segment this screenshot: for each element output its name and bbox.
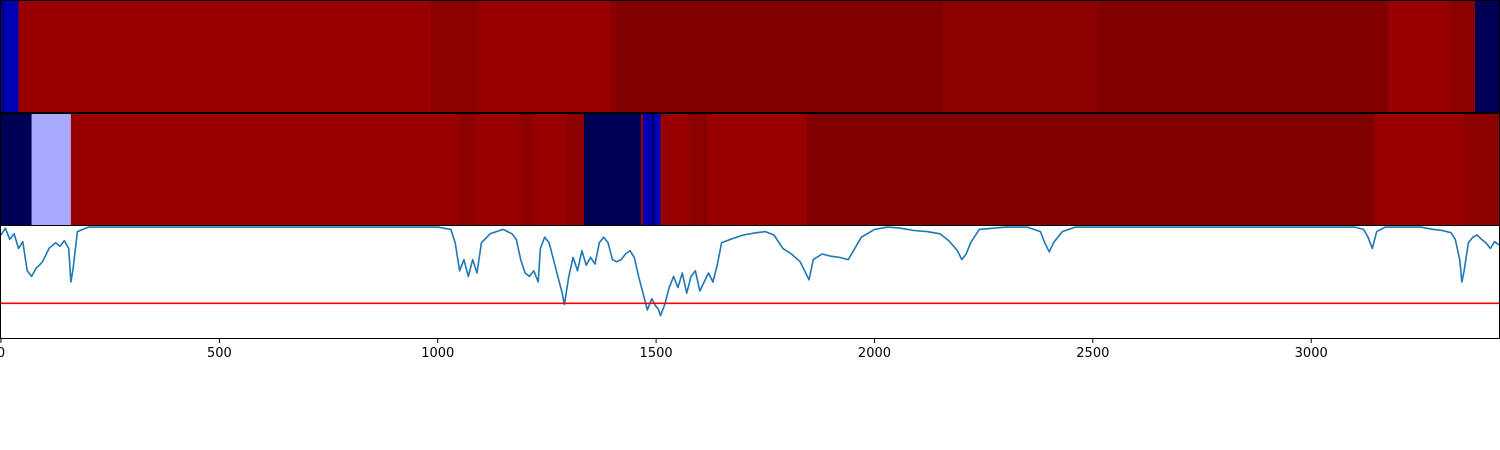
- heatmap-cell: [31, 114, 72, 225]
- x-axis: 0 500 1000 1500 2000 2500 3000: [0, 338, 1328, 361]
- x-tick-label: 0: [0, 346, 5, 361]
- heatmap-cell: [584, 114, 642, 225]
- heatmap-cell: [610, 1, 618, 112]
- x-tick-label: 500: [207, 346, 232, 361]
- heatmap-strip-middle: [0, 113, 1500, 226]
- heatmap-cell: [479, 1, 611, 112]
- series-line: [1, 226, 1499, 317]
- heatmap-cell: [70, 114, 460, 225]
- heatmap-cell: [566, 114, 585, 225]
- heatmap-cell: [1374, 114, 1465, 225]
- heatmap-cell: [640, 114, 644, 225]
- heatmap-cell: [706, 114, 808, 225]
- x-tick-label: 1500: [640, 346, 673, 361]
- heatmap-cell: [942, 1, 1100, 112]
- heatmap-cell: [431, 1, 480, 112]
- heatmap-cell: [704, 114, 707, 225]
- heatmap-cell: [1, 1, 5, 112]
- heatmap-cell: [4, 1, 19, 112]
- heatmap-cell: [459, 114, 476, 225]
- heatmap-cell: [474, 114, 522, 225]
- heatmap-cell: [1387, 1, 1450, 112]
- x-tick-label: 2000: [858, 346, 891, 361]
- heatmap-cell: [616, 1, 943, 112]
- heatmap-cell: [643, 114, 653, 225]
- heatmap-cell: [520, 114, 533, 225]
- x-tick-label: 1000: [421, 346, 454, 361]
- heatmap-cell: [1099, 1, 1389, 112]
- heatmap-cell: [688, 114, 705, 225]
- heatmap-cell: [651, 114, 655, 225]
- heatmap-cell: [1474, 1, 1500, 112]
- heatmap-cell: [653, 114, 661, 225]
- heatmap-cell: [531, 114, 567, 225]
- line-plot-background: [1, 226, 1499, 338]
- heatmap-strip-top: [0, 0, 1500, 113]
- heatmap-cell: [1464, 114, 1500, 225]
- heatmap-cell: [1, 114, 32, 225]
- heatmap-cell: [1448, 1, 1476, 112]
- heatmap-cell: [806, 114, 1375, 225]
- x-tick-label: 3000: [1295, 346, 1328, 361]
- heatmap-cell: [660, 114, 690, 225]
- heatmap-cell: [18, 1, 432, 112]
- line-plot-panel: [0, 225, 1500, 339]
- x-tick-label: 2500: [1076, 346, 1109, 361]
